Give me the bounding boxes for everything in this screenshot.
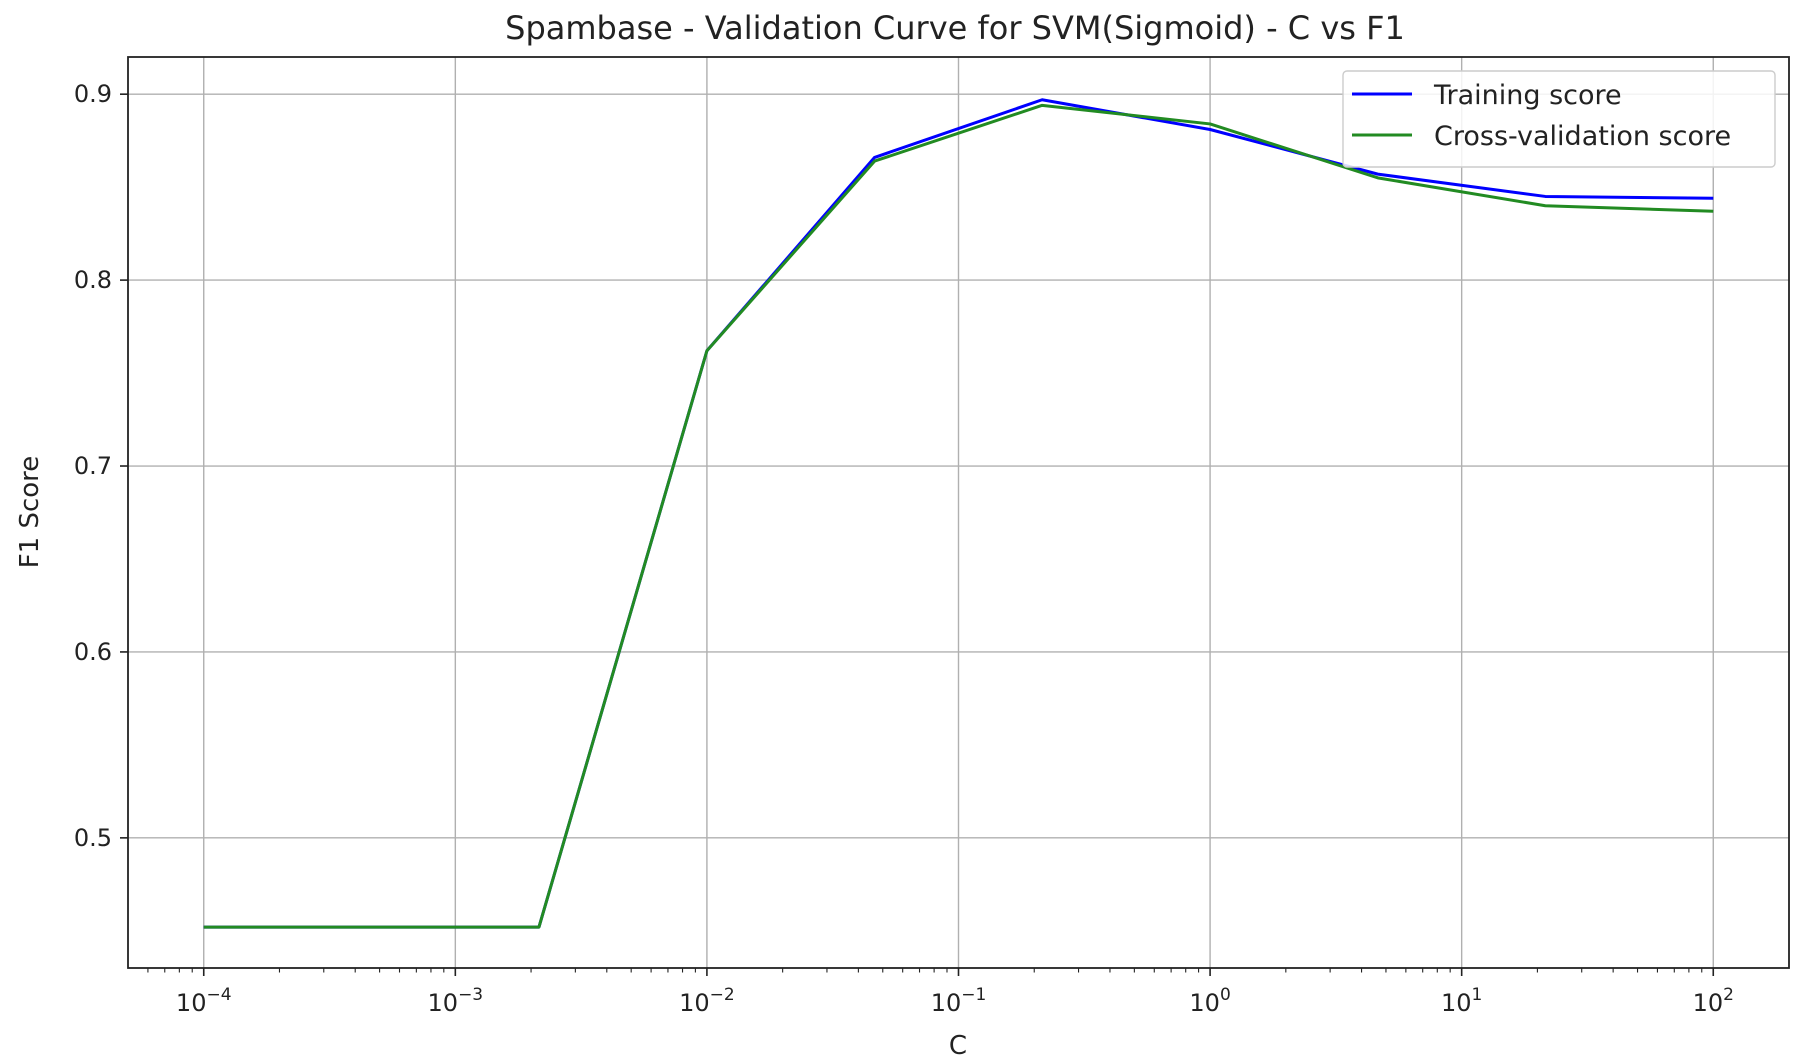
y-tick-label: 0.9 [74,80,112,108]
series-lines [203,98,1714,929]
chart-title: Spambase - Validation Curve for SVM(Sigm… [505,9,1405,47]
y-axis-label: F1 Score [15,456,45,569]
x-tick-label: 101 [1441,985,1482,1017]
legend-label-training: Training score [1433,80,1622,111]
legend: Training score Cross-validation score [1342,70,1776,168]
cross-validation-score-line [203,103,1714,929]
legend-box [1342,70,1776,168]
x-tick-label: 10−2 [679,985,735,1017]
legend-label-cross-validation: Cross-validation score [1434,121,1731,152]
y-tick-label: 0.6 [74,638,112,666]
x-tick-label: 10−1 [931,985,987,1017]
y-tick-label: 0.5 [74,824,112,852]
x-tick-label: 10−3 [428,985,484,1017]
x-tick-label: 100 [1189,985,1230,1017]
x-tick-labels: 10−4 10−3 10−2 10−1 100 101 102 [176,985,1734,1017]
x-axis-label: C [949,1031,967,1056]
x-tick-label: 10−4 [176,985,232,1017]
y-tick-labels: 0.5 0.6 0.7 0.8 0.9 [74,80,112,852]
y-tick-label: 0.7 [74,452,112,480]
x-tick-label: 102 [1693,985,1734,1017]
axis-ticks [120,93,1715,976]
y-tick-label: 0.8 [74,266,112,294]
grid [128,57,1789,968]
